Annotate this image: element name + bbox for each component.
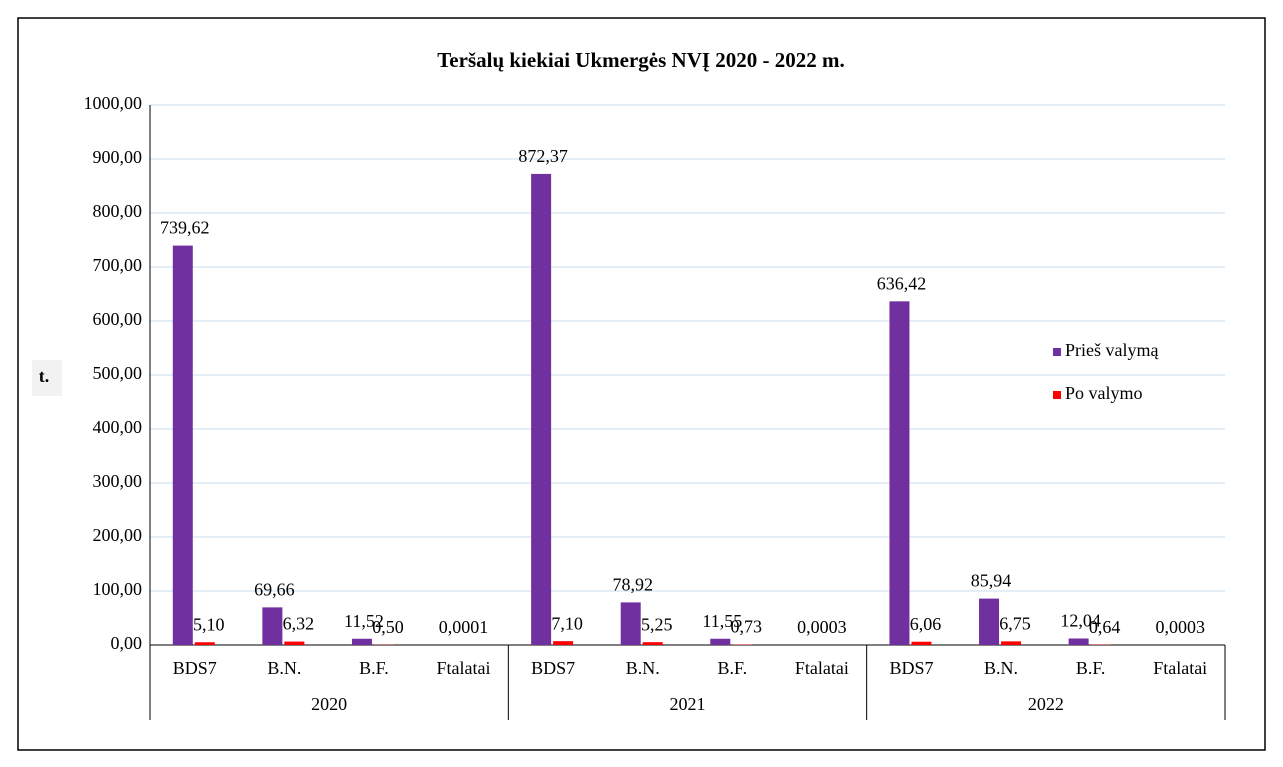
y-label-box [32, 360, 62, 396]
x-tick-label: B.N. [984, 658, 1018, 678]
data-label: 636,42 [877, 273, 927, 293]
x-tick-label: BDS7 [889, 658, 933, 678]
data-label: 69,66 [254, 580, 295, 600]
x-tick-label: Ftalatai [795, 658, 849, 678]
y-tick-label: 200,00 [93, 525, 143, 545]
bar [284, 641, 305, 645]
data-label: 7,10 [551, 613, 583, 633]
y-tick-label: 600,00 [93, 309, 143, 329]
data-label: 0,64 [1089, 617, 1121, 637]
y-tick-label: 700,00 [93, 255, 143, 275]
bar [172, 245, 193, 645]
bar [889, 301, 910, 645]
bar [620, 602, 641, 645]
y-tick-label: 400,00 [93, 417, 143, 437]
data-label: 5,10 [193, 614, 225, 634]
chart-frame [17, 17, 1266, 751]
data-label: 85,94 [971, 571, 1012, 591]
x-tick-label: B.N. [267, 658, 301, 678]
x-tick-label: B.F. [718, 658, 748, 678]
data-label: 6,75 [999, 613, 1031, 633]
y-tick-label: 300,00 [93, 471, 143, 491]
data-label: 6,06 [910, 614, 942, 634]
data-label: 11,52 [344, 611, 384, 631]
data-label: 5,25 [641, 614, 673, 634]
chart-title: Teršalų kiekiai Ukmergės NVĮ 2020 - 2022… [437, 48, 845, 72]
y-tick-label: 100,00 [93, 579, 143, 599]
x-tick-label: B.N. [626, 658, 660, 678]
data-label: 78,92 [612, 575, 653, 595]
group-label: 2020 [311, 694, 347, 714]
legend-label: Po valymo [1065, 383, 1143, 403]
data-label: 0,0003 [797, 617, 847, 637]
data-label: 739,62 [160, 218, 210, 238]
legend-swatch [1053, 391, 1061, 399]
bar [351, 638, 372, 645]
data-label: 12,04 [1060, 611, 1101, 631]
data-label: 0,73 [731, 617, 763, 637]
x-tick-label: Ftalatai [437, 658, 491, 678]
data-label: 11,55 [702, 611, 742, 631]
data-label: 0,0003 [1155, 617, 1205, 637]
bar [1068, 638, 1089, 645]
bar [979, 598, 1000, 645]
group-label: 2021 [670, 694, 706, 714]
bar [911, 641, 932, 645]
x-tick-label: Ftalatai [1153, 658, 1207, 678]
data-label: 0,0001 [439, 617, 489, 637]
y-tick-label: 900,00 [93, 147, 143, 167]
bar [531, 173, 552, 645]
x-tick-label: BDS7 [531, 658, 575, 678]
x-tick-label: BDS7 [173, 658, 217, 678]
bar [553, 641, 574, 645]
legend-label: Prieš valymą [1065, 340, 1159, 360]
legend-swatch [1053, 348, 1061, 356]
y-tick-label: 0,00 [111, 633, 143, 653]
data-label: 0,50 [372, 617, 404, 637]
bar [710, 638, 731, 645]
group-label: 2022 [1028, 694, 1064, 714]
data-label: 6,32 [283, 614, 315, 634]
bar [642, 642, 663, 645]
y-tick-label: 1000,00 [84, 93, 143, 113]
bar [1001, 641, 1022, 645]
y-tick-label: 800,00 [93, 201, 143, 221]
data-label: 872,37 [518, 146, 568, 166]
x-tick-label: B.F. [359, 658, 389, 678]
bar [262, 607, 283, 645]
bar [194, 642, 215, 645]
y-tick-label: 500,00 [93, 363, 143, 383]
x-tick-label: B.F. [1076, 658, 1106, 678]
y-axis-label: t. [39, 366, 50, 386]
